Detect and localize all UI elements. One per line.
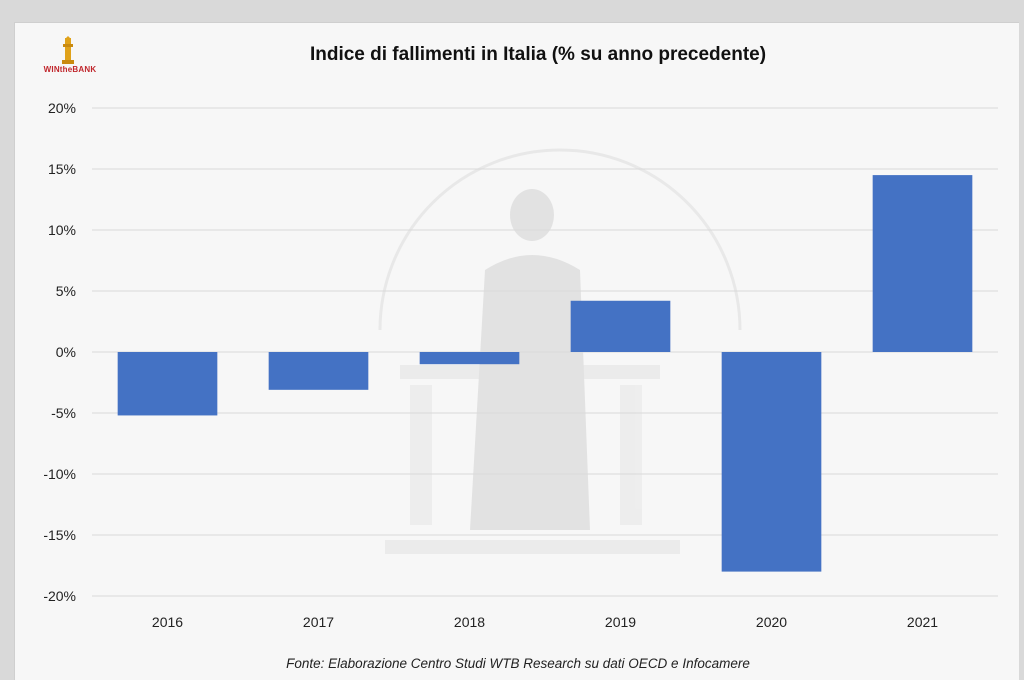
bar-2020 [721,352,822,572]
y-tick-label: -20% [43,588,76,604]
bar-2017 [268,352,369,390]
bar-2019 [570,300,671,352]
y-tick-label: 15% [48,161,76,177]
bars [117,175,973,572]
x-tick-label: 2018 [454,614,485,630]
y-tick-label: -15% [43,527,76,543]
x-tick-label: 2016 [152,614,183,630]
bar-2018 [419,352,520,365]
y-tick-label: 0% [56,344,76,360]
x-tick-label: 2017 [303,614,334,630]
x-axis-ticks: 2016 2017 2018 2019 2020 2021 [152,614,938,630]
gridlines [92,107,998,597]
tower-icon [62,36,74,64]
y-tick-label: -5% [51,405,76,421]
x-tick-label: 2021 [907,614,938,630]
y-tick-label: 20% [48,100,76,116]
source-note: Fonte: Elaborazione Centro Studi WTB Res… [286,656,750,671]
chart-frame [14,22,1019,680]
winthebank-logo: WINtheBANK [30,36,110,80]
x-tick-label: 2019 [605,614,636,630]
x-tick-label: 2020 [756,614,787,630]
y-tick-label: -10% [43,466,76,482]
y-axis-ticks: 20% 15% 10% 5% 0% -5% -10% -15% -20% [43,100,76,604]
chart-title: Indice di fallimenti in Italia (% su ann… [309,44,767,65]
bar-2016 [117,352,218,416]
watermark-statue-icon [378,148,742,554]
y-tick-label: 5% [56,283,76,299]
y-tick-label: 10% [48,222,76,238]
logo-text: WINtheBANK [43,65,97,74]
bar-2021 [872,175,973,352]
